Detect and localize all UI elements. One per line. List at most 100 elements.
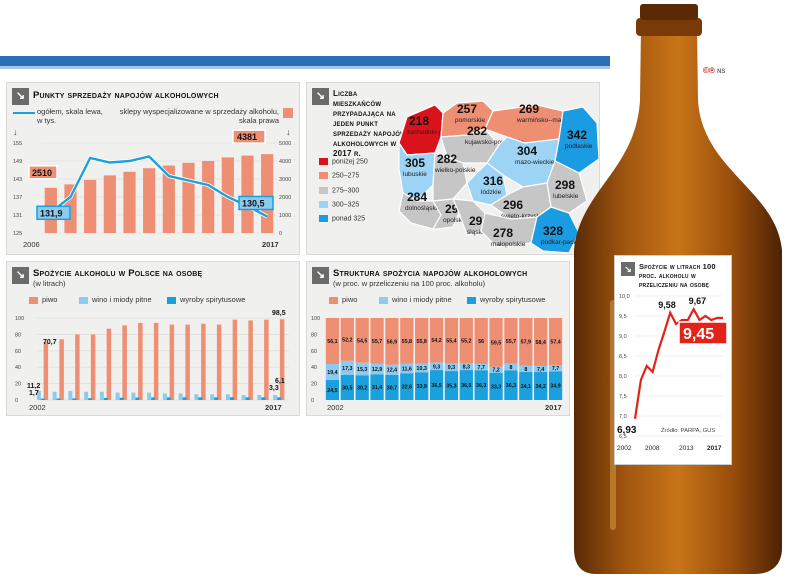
segment-value: 7,7 — [478, 365, 485, 371]
legend-swatch — [319, 158, 328, 165]
bar-label-first: 2510 — [32, 168, 52, 178]
segment-value: 35,3 — [446, 384, 456, 390]
arrow-icon: ↘ — [621, 262, 635, 276]
bar — [241, 395, 246, 400]
region-value: 257 — [457, 102, 477, 116]
map-legend: poniżej 250 250–275 275–300 300–325 ponad 32… — [319, 158, 368, 230]
panel-title: Struktura spożycia napojów alkoholowych — [333, 268, 528, 279]
map-region — [398, 141, 436, 202]
map-region — [432, 152, 468, 202]
line-label-first: 131,9 — [40, 208, 63, 218]
bar-segment — [325, 379, 340, 400]
y-tick-label: 20 — [311, 382, 317, 388]
bar-segment — [534, 365, 548, 372]
bar-segment — [340, 374, 354, 400]
consumption-chart: 100 80 60 40 20 0 70,7 11,21,7 98,5 6,13,3 — [15, 310, 289, 404]
segment-value: 56,9 — [387, 339, 397, 345]
bar-segment — [429, 362, 444, 371]
segment-value: 9,3 — [433, 364, 440, 370]
bar-segment — [355, 318, 369, 363]
y-tick-label: 80 — [15, 332, 21, 338]
bar — [84, 179, 97, 233]
arrow-icon: ↘ — [12, 88, 29, 105]
bar — [119, 397, 124, 400]
bar — [166, 397, 171, 400]
bar-segment — [489, 372, 503, 400]
bar-segment — [355, 362, 369, 376]
publisher-logo: ©℗ NS — [703, 66, 726, 75]
bar-segment — [474, 363, 488, 371]
label-beer-last: 98,5 — [272, 310, 286, 317]
bar-segment — [325, 364, 340, 380]
segment-value: 34,1 — [521, 384, 531, 390]
bar-segment — [385, 374, 399, 400]
right-tick-label: 4000 — [279, 159, 291, 165]
bar-segment — [400, 373, 414, 400]
left-tick-label: 155 — [13, 141, 22, 147]
bar-segment — [370, 318, 384, 364]
map-legend-item: 300–325 — [319, 201, 368, 208]
segment-value: 54,5 — [357, 338, 367, 344]
bar — [131, 392, 136, 400]
y-tick-label: 60 — [311, 349, 317, 355]
left-tick-label: 149 — [13, 159, 22, 165]
region-value: 316 — [483, 174, 503, 188]
bar — [214, 397, 219, 400]
label-spirits-first: 1,7 — [29, 390, 39, 397]
y-tick-label: 80 — [311, 332, 317, 338]
bar — [245, 397, 250, 400]
y-tick-label: 40 — [15, 365, 21, 371]
segment-value: 56,1 — [327, 339, 337, 345]
region-name: warmińsko--mazurskie — [516, 117, 582, 124]
segment-value: 15,3 — [357, 367, 367, 373]
region-name: mazo-wieckie — [515, 159, 555, 166]
segment-value: 32,6 — [402, 385, 412, 391]
map-legend-item: 250–275 — [319, 172, 368, 180]
callout-box — [28, 165, 58, 180]
bar — [178, 393, 183, 400]
bar-segment — [340, 360, 354, 375]
region-value: 298 — [555, 178, 575, 192]
bar — [115, 392, 120, 400]
bar-segment — [429, 370, 444, 400]
bar-segment — [459, 363, 473, 371]
segment-value: 8 — [524, 367, 527, 373]
panel-pure-alcohol: ↘ Spożycie w litrach 100 proc. alkoholu … — [614, 255, 732, 465]
segment-value: 10,3 — [417, 366, 427, 372]
bar — [143, 168, 156, 233]
legend-wine: wino i miody pitne — [379, 295, 452, 304]
year-start: 2002 — [29, 403, 46, 412]
bar-segment — [400, 318, 414, 364]
label-last: 9,45 — [683, 326, 714, 343]
left-tick-label: 131 — [13, 213, 22, 219]
legend-bar-swatch — [283, 108, 293, 118]
legend-swatch — [319, 215, 328, 223]
right-tick-label: 3000 — [279, 177, 291, 183]
bar — [68, 390, 73, 400]
bar-segment — [444, 371, 459, 400]
bar — [99, 391, 104, 400]
bar-segment — [444, 363, 459, 372]
label-wine-last: 6,1 — [275, 378, 285, 385]
region-name: lubuskie — [403, 171, 427, 178]
bar — [122, 325, 127, 400]
segment-value: 55,7 — [372, 339, 382, 345]
bar-segment — [548, 365, 563, 372]
y-tick-label: 0 — [311, 398, 314, 404]
bar — [162, 165, 175, 233]
panel-subtitle: (w litrach) — [33, 279, 66, 288]
bar — [56, 398, 61, 400]
segment-value: 19,4 — [327, 370, 337, 376]
bar — [198, 397, 203, 400]
legend-line-label: ogółem, skala lewa, w tys. — [37, 107, 103, 125]
bar — [194, 394, 199, 400]
bar — [261, 154, 274, 233]
bar-segment — [519, 318, 533, 366]
bar — [84, 391, 89, 400]
bar — [90, 334, 96, 400]
bar — [232, 319, 238, 400]
region-name: łódzkie — [481, 189, 502, 196]
label-first: 6,93 — [617, 425, 637, 436]
segment-value: 30,5 — [342, 385, 352, 391]
region-name: dolnośląskie — [405, 205, 441, 212]
